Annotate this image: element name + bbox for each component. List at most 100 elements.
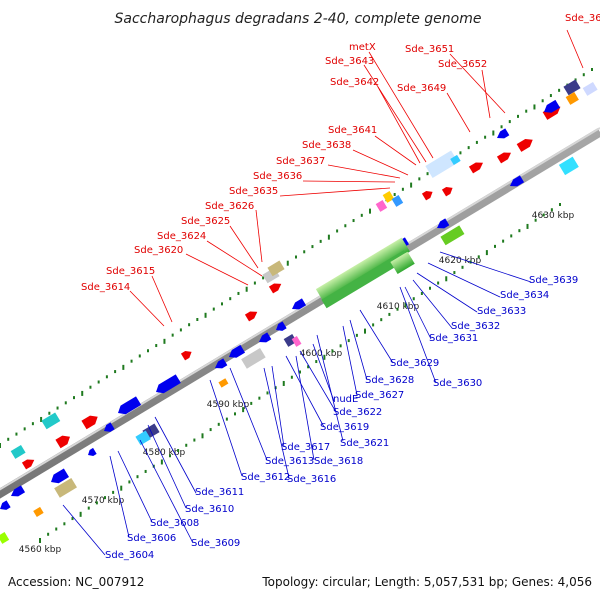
lower-rail-dash [347,339,350,343]
tick-label: 4560 kbp [19,545,62,555]
lower-rail-dash [242,407,245,413]
green-operon-gene [390,251,415,275]
lower-rail-dash [396,307,399,311]
callout-line [368,51,434,159]
upper-rail-dash [23,427,26,431]
lower-rail-dash [477,255,480,259]
gene-label-red: Sde_3652 [438,59,487,70]
upper-rail-dash [73,396,75,400]
lower-rail-dash [323,354,326,360]
upper-rail-dash [508,120,511,124]
callout-line [374,135,417,166]
forward-gene [81,415,98,430]
lower-rail-dash [494,244,496,248]
lower-rail-dash [217,422,220,426]
upper-rail-dash [582,73,585,77]
callout-line [299,350,337,413]
lower-rail-dash [331,349,334,353]
misc-gene [218,378,229,388]
upper-rail-dash [262,276,265,280]
gene-label-red: Sde_3614 [81,282,130,293]
gene-label-red: Sde_3638 [302,140,351,151]
gene-label-blue: Sde_3604 [105,550,154,561]
gene-label-blue: Sde_3613 [265,456,314,467]
lower-rail-dash [518,229,521,233]
forward-gene [516,138,533,152]
gene-label-blue: Sde_3630 [433,378,482,389]
upper-rail-dash [500,125,503,129]
gene-label-blue: Sde_3634 [500,290,549,301]
gene-layer [0,79,598,544]
green-operon-gene [315,237,410,303]
upper-rail-dash [459,151,462,155]
callout-line [349,319,368,381]
callout-line [279,187,391,197]
upper-rail-dash [591,68,593,71]
lower-rail-dash [388,312,391,316]
tick-label: 4580 kbp [143,448,186,458]
misc-gene [283,333,297,347]
callout-line [285,355,325,428]
forward-gene [468,162,484,174]
misc-gene [291,336,302,347]
gene-label-blue: Sde_3632 [451,321,500,332]
green-operon-gene [321,250,409,309]
lower-rail-dash [559,203,561,206]
callout-line [62,504,106,556]
gene-label-red: Sde_3624 [157,231,206,242]
callout-line [129,290,165,327]
tick-label: 4620 kbp [439,256,482,266]
tick-label: 4630 kbp [532,211,575,221]
upper-rail-dash [212,307,215,311]
upper-rail-dash [188,323,191,327]
upper-rail-dash [295,255,297,259]
genome-backbone-inner [0,127,600,491]
misc-gene [10,444,26,459]
misc-gene [425,150,459,179]
misc-gene [267,260,285,277]
lower-rail-dash [209,428,212,432]
callout-line [185,253,249,286]
callout-line [109,455,130,538]
reverse-gene [215,358,228,369]
gene-label-red: Sde_3626 [205,201,254,212]
gene-label-blue: Sde_3629 [390,358,439,369]
lower-rail-dash [429,286,431,290]
callout-line [316,334,344,442]
lower-rail-dash [282,380,285,386]
upper-rail-dash [517,114,519,118]
lower-rail-dash [250,401,253,405]
misc-gene [375,200,388,212]
genome-backbone [0,128,600,499]
lower-rail-dash [445,276,448,282]
reverse-gene [437,218,450,229]
upper-rail-dash [525,109,528,113]
upper-rail-dash [221,302,223,306]
upper-rail-dash [541,99,544,103]
gene-label-blue: Sde_3608 [150,518,199,529]
gene-label-blue: Sde_3631 [429,333,478,344]
callout-line [206,240,263,277]
reverse-gene [229,344,246,358]
forward-gene [268,283,282,294]
lower-rail-dash [485,250,488,256]
gene-label-blue: Sde_3621 [340,438,389,449]
lower-rail-dash [510,234,513,238]
upper-rail-dash [56,406,59,410]
callout-line [359,309,394,364]
upper-rail-dash [286,260,289,266]
lower-rail-dash [307,365,310,369]
lower-rail-dash [63,522,66,526]
upper-rail-dash [171,333,174,337]
lower-rail-dash [274,386,277,390]
callout-line [117,450,153,523]
tick-label: 4600 kbp [300,349,343,359]
lower-rail-dash [266,391,269,395]
upper-rail-dash [89,385,92,389]
upper-rail-dash [163,338,166,344]
upper-rail-dash [360,213,363,217]
forward-gene [441,186,453,197]
gene-label-blue: Sde_3606 [127,533,176,544]
lower-rail-dash [453,271,456,275]
callout-layer: Sde_3658 Sde_3651 metX Sde_3643 Sde_3652 Sde_… [62,13,600,561]
